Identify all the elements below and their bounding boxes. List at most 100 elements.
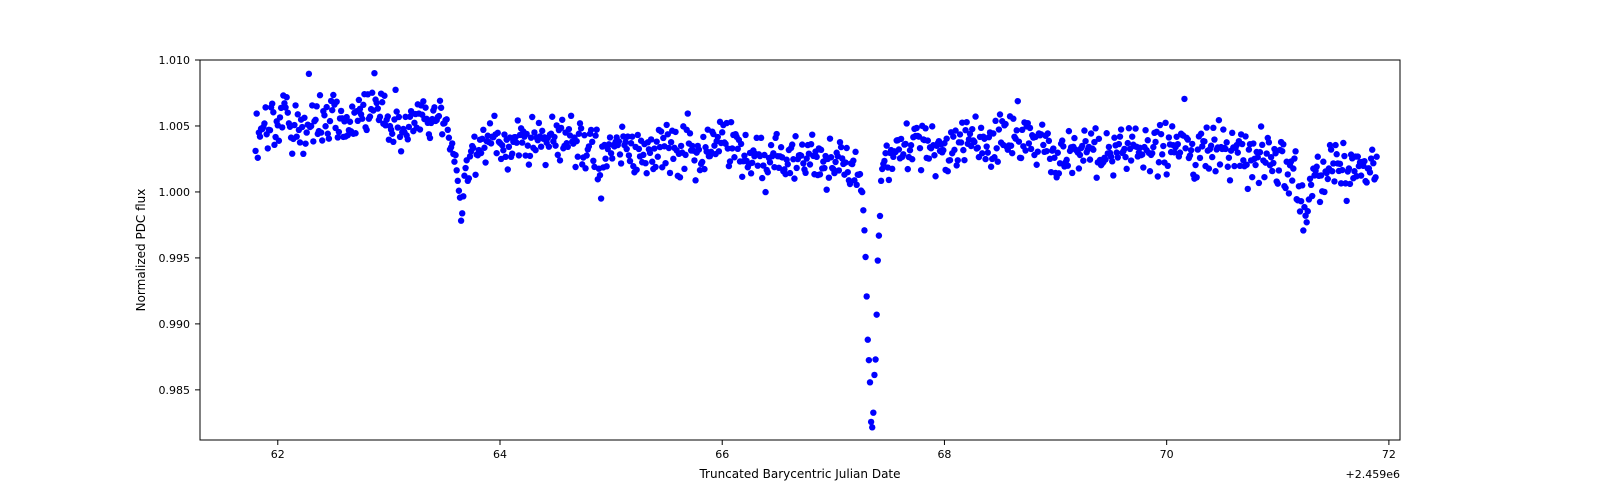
data-point bbox=[1123, 166, 1129, 172]
data-point bbox=[813, 154, 819, 160]
data-point bbox=[593, 126, 599, 132]
lightcurve-chart: 6264666870720.9850.9900.9951.0001.0051.0… bbox=[0, 0, 1600, 500]
data-point bbox=[869, 424, 875, 430]
data-point bbox=[715, 134, 721, 140]
data-point bbox=[1361, 158, 1367, 164]
data-point bbox=[1270, 160, 1276, 166]
data-point bbox=[990, 130, 996, 136]
data-point bbox=[716, 148, 722, 154]
y-tick-label: 0.990 bbox=[159, 318, 191, 331]
data-point bbox=[836, 167, 842, 173]
data-point bbox=[495, 130, 501, 136]
data-point bbox=[1147, 168, 1153, 174]
data-point bbox=[405, 136, 411, 142]
data-point bbox=[1016, 138, 1022, 144]
data-point bbox=[983, 143, 989, 149]
data-point bbox=[1290, 165, 1296, 171]
y-tick-label: 0.995 bbox=[159, 252, 191, 265]
data-point bbox=[363, 127, 369, 133]
x-offset-label: +2.459e6 bbox=[1346, 468, 1400, 481]
data-point bbox=[787, 170, 793, 176]
data-point bbox=[1210, 125, 1216, 131]
data-point bbox=[1181, 96, 1187, 102]
data-point bbox=[926, 155, 932, 161]
data-point bbox=[589, 139, 595, 145]
data-point bbox=[583, 152, 589, 158]
data-point bbox=[1013, 127, 1019, 133]
data-point bbox=[1145, 137, 1151, 143]
data-point bbox=[1118, 126, 1124, 132]
data-point bbox=[1129, 133, 1135, 139]
data-point bbox=[821, 165, 827, 171]
data-point bbox=[1066, 128, 1072, 134]
data-point bbox=[1035, 149, 1041, 155]
data-point bbox=[670, 156, 676, 162]
data-point bbox=[1187, 152, 1193, 158]
data-point bbox=[616, 138, 622, 144]
data-point bbox=[1155, 173, 1161, 179]
chart-svg: 6264666870720.9850.9900.9951.0001.0051.0… bbox=[0, 0, 1600, 500]
data-point bbox=[1087, 156, 1093, 162]
data-point bbox=[1056, 170, 1062, 176]
data-point bbox=[327, 118, 333, 124]
data-point bbox=[369, 90, 375, 96]
data-point bbox=[597, 172, 603, 178]
data-point bbox=[1201, 138, 1207, 144]
y-tick-label: 1.010 bbox=[159, 54, 191, 67]
data-point bbox=[313, 103, 319, 109]
data-point bbox=[422, 104, 428, 110]
data-point bbox=[988, 164, 994, 170]
data-point bbox=[759, 175, 765, 181]
data-point bbox=[663, 122, 669, 128]
data-point bbox=[270, 109, 276, 115]
data-point bbox=[898, 136, 904, 142]
data-point bbox=[505, 166, 511, 172]
data-point bbox=[603, 163, 609, 169]
data-point bbox=[1292, 148, 1298, 154]
data-point bbox=[1022, 147, 1028, 153]
data-point bbox=[913, 125, 919, 131]
data-point bbox=[622, 139, 628, 145]
data-point bbox=[758, 135, 764, 141]
data-point bbox=[1106, 144, 1112, 150]
data-point bbox=[728, 119, 734, 125]
data-point bbox=[1257, 149, 1263, 155]
data-point bbox=[396, 114, 402, 120]
data-point bbox=[390, 139, 396, 145]
data-point bbox=[945, 168, 951, 174]
data-point bbox=[1226, 155, 1232, 161]
data-point bbox=[662, 160, 668, 166]
data-point bbox=[551, 134, 557, 140]
data-point bbox=[1343, 198, 1349, 204]
data-point bbox=[252, 148, 258, 154]
data-point bbox=[481, 145, 487, 151]
data-point bbox=[317, 92, 323, 98]
data-point bbox=[1309, 193, 1315, 199]
data-point bbox=[389, 131, 395, 137]
data-point bbox=[1216, 117, 1222, 123]
data-point bbox=[500, 147, 506, 153]
data-point bbox=[909, 156, 915, 162]
data-point bbox=[1203, 124, 1209, 130]
data-point bbox=[360, 102, 366, 108]
data-point bbox=[532, 147, 538, 153]
data-point bbox=[648, 136, 654, 142]
data-point bbox=[462, 165, 468, 171]
data-point bbox=[1217, 161, 1223, 167]
data-point bbox=[1337, 161, 1343, 167]
data-point bbox=[527, 153, 533, 159]
data-point bbox=[871, 372, 877, 378]
data-point bbox=[1222, 146, 1228, 152]
data-point bbox=[1071, 135, 1077, 141]
data-point bbox=[1189, 141, 1195, 147]
data-point bbox=[552, 142, 558, 148]
data-point bbox=[1080, 157, 1086, 163]
data-point bbox=[1088, 130, 1094, 136]
data-point bbox=[417, 126, 423, 132]
data-point bbox=[652, 164, 658, 170]
data-point bbox=[257, 133, 263, 139]
data-point bbox=[1229, 130, 1235, 136]
data-point bbox=[276, 138, 282, 144]
data-point bbox=[617, 151, 623, 157]
data-point bbox=[269, 100, 275, 106]
